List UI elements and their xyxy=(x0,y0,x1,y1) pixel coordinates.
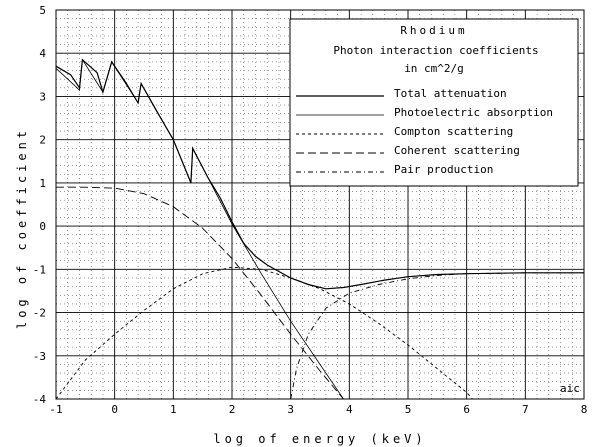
x-tick-label: 3 xyxy=(287,403,294,416)
legend-label-4: Coherent scattering xyxy=(394,144,520,157)
legend-label-1: Total attenuation xyxy=(394,87,507,100)
x-tick-label: 2 xyxy=(229,403,236,416)
y-tick-label: 0 xyxy=(39,220,46,233)
corner-label: aic xyxy=(560,382,580,395)
series-layer xyxy=(55,58,584,400)
legend-box xyxy=(289,18,579,187)
y-tick-label: 2 xyxy=(39,134,46,147)
y-axis-title: log of coefficient xyxy=(15,127,29,329)
y-tick-label: 1 xyxy=(39,177,46,190)
x-tick-label: 4 xyxy=(346,403,353,416)
legend-subtitle-line-2: in cm^2/g xyxy=(404,62,464,75)
y-tick-label: -3 xyxy=(33,350,46,363)
y-tick-label: -4 xyxy=(33,393,47,406)
x-tick-label: -1 xyxy=(49,403,62,416)
x-tick-label: 8 xyxy=(581,403,588,416)
x-tick-label: 1 xyxy=(170,403,177,416)
series-line-3 xyxy=(55,266,473,400)
y-tick-label: -2 xyxy=(33,307,46,320)
series-line-5 xyxy=(290,272,584,400)
legend-label-5: Pair production xyxy=(394,163,493,176)
legend-label-2: Photoelectric absorption xyxy=(394,106,553,119)
y-tick-label: 3 xyxy=(39,90,46,103)
x-axis-title: log of energy (keV) xyxy=(213,432,426,446)
legend: Rhodium Photon interaction coefficients … xyxy=(289,18,579,187)
legend-subtitle-line-1: Photon interaction coefficients xyxy=(333,44,538,57)
x-tick-label: 5 xyxy=(405,403,412,416)
plot-frame xyxy=(55,9,585,400)
x-tick-label: 7 xyxy=(522,403,529,416)
legend-entries: Total attenuation Photoelectric absorptio… xyxy=(296,87,553,176)
y-tick-label: -1 xyxy=(33,263,46,276)
x-tick-label: 0 xyxy=(111,403,118,416)
legend-label-3: Compton scattering xyxy=(394,125,513,138)
y-tick-label: 4 xyxy=(39,47,46,60)
tick-labels: -1 0 1 2 3 4 5 6 7 8 5 4 3 2 1 0 -1 -2 -3 -4 xyxy=(33,4,588,416)
x-tick-label: 6 xyxy=(463,403,470,416)
y-tick-label: 5 xyxy=(39,4,46,17)
series-line-2 xyxy=(55,58,344,400)
series-line-4 xyxy=(56,186,344,400)
legend-title: Rhodium xyxy=(400,24,467,37)
